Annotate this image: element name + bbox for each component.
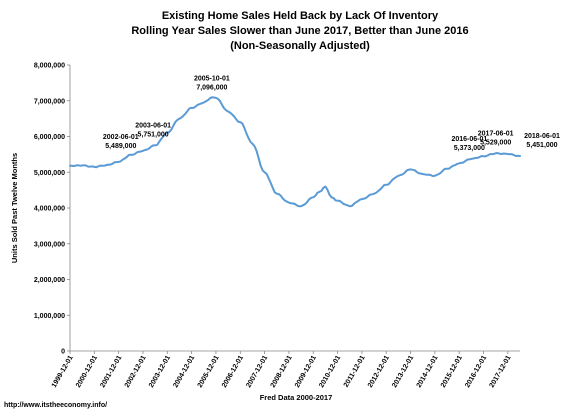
x-tick-labels: 1999-12-01 2000-12-01 2001-12-01 2002-12-01… [51, 351, 513, 389]
y-tick-label: 7,000,000 [34, 98, 65, 105]
x-axis-title: Fred Data 2000-2017 [260, 393, 333, 402]
x-tick-label: 2003-12-01 [148, 354, 172, 389]
x-tick-label: 2017-12-01 [489, 354, 513, 389]
annotation-date: 2016-06-01 [451, 136, 487, 143]
x-tick-label: 2008-12-01 [270, 354, 294, 389]
y-axis-title: Units Sold Past Twelve Months [10, 153, 19, 263]
x-tick-label: 2005-12-01 [197, 354, 221, 389]
y-tick-label: 4,000,000 [34, 206, 65, 213]
y-tick-label: 6,000,000 [34, 134, 65, 141]
chart-title-line-1: Existing Home Sales Held Back by Lack Of… [162, 10, 439, 22]
annotation-value: 7,096,000 [196, 84, 227, 91]
x-tick-label: 2000-12-01 [75, 354, 99, 389]
x-tick-label: 2012-12-01 [367, 354, 391, 389]
x-tick-label: 2014-12-01 [416, 354, 440, 389]
annotations: 2002-06-01 5,489,000 2003-06-01 5,751,000 20… [103, 75, 560, 152]
annotation-date: 2017-06-01 [478, 130, 514, 137]
chart-title-line-3: (Non-Seasonally Adjusted) [230, 40, 370, 52]
x-tick-label: 2015-12-01 [440, 354, 464, 389]
annotation-value: 5,489,000 [105, 143, 136, 150]
y-tick-labels: 0 1,000,000 2,000,000 3,000,000 4,000,000 5,0… [34, 63, 70, 356]
y-tick-label: 3,000,000 [34, 241, 65, 248]
x-tick-label: 2009-12-01 [294, 354, 318, 389]
annotation-value: 5,751,000 [138, 131, 169, 138]
x-tick-label: 2013-12-01 [391, 354, 415, 389]
x-tick-label: 2004-12-01 [172, 354, 196, 389]
x-tick-label: 2011-12-01 [343, 354, 367, 388]
x-tick-label: 1999-12-01 [51, 354, 75, 389]
y-tick-label: 5,000,000 [34, 170, 65, 177]
y-tick-label: 0 [61, 349, 65, 356]
source-url: http://www.itstheeconomy.info/ [4, 402, 107, 409]
annotation-date: 2005-10-01 [194, 75, 230, 82]
series-line [69, 96, 521, 208]
annotation-date: 2018-06-01 [524, 133, 560, 140]
x-tick-label: 2007-12-01 [245, 354, 269, 389]
chart-title-line-2: Rolling Year Sales Slower than June 2017… [131, 25, 468, 37]
x-tick-label: 2006-12-01 [221, 354, 245, 389]
x-tick-label: 2010-12-01 [318, 354, 342, 389]
annotation-date: 2003-06-01 [135, 122, 171, 129]
chart-title: Existing Home Sales Held Back by Lack Of… [131, 10, 468, 52]
x-tick-label: 2002-12-01 [124, 354, 148, 389]
y-tick-label: 8,000,000 [34, 63, 65, 70]
annotation-date: 2002-06-01 [103, 134, 139, 141]
y-tick-label: 2,000,000 [34, 277, 65, 284]
x-tick-label: 2001-12-01 [99, 354, 123, 389]
annotation-value: 5,373,000 [454, 145, 485, 152]
y-tick-label: 1,000,000 [34, 313, 65, 320]
x-tick-label: 2016-12-01 [464, 354, 488, 389]
annotation-value: 5,529,000 [480, 139, 511, 146]
annotation-value: 5,451,000 [526, 142, 557, 149]
